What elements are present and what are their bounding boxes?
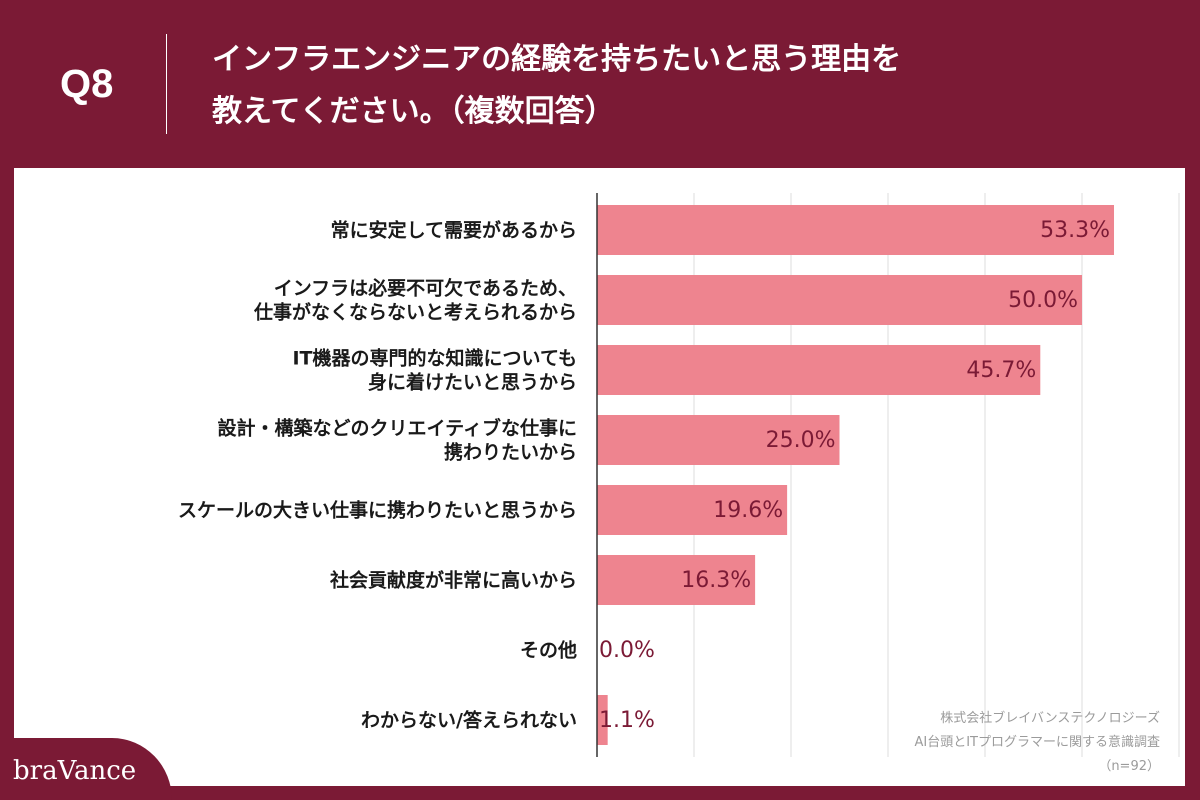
category-label: 身に着けたいと思うから — [368, 371, 577, 394]
data-label: 45.7% — [966, 358, 1036, 383]
chart-title: インフラエンジニアの経験を持ちたいと思う理由を 教えてください。（複数回答） — [212, 34, 1112, 138]
data-label: 50.0% — [1008, 288, 1078, 313]
data-label: 53.3% — [1040, 218, 1110, 243]
category-label: スケールの大きい仕事に携わりたいと思うから — [178, 499, 577, 522]
title-line-2: 教えてください。（複数回答） — [212, 94, 615, 129]
bar — [597, 345, 1041, 395]
logo-tab — [0, 738, 172, 800]
source-note: 株式会社ブレイバンステクノロジーズ AI台頭とITプログラマーに関する意識調査 … — [914, 707, 1160, 779]
category-label: その他 — [520, 639, 577, 662]
category-label: 常に安定して需要があるから — [331, 219, 577, 242]
title-line-1: インフラエンジニアの経験を持ちたいと思う理由を — [212, 42, 902, 77]
brand-logo: braVance — [13, 756, 137, 786]
category-label: 携わりたいから — [444, 441, 577, 464]
category-label: わからない/答えられない — [361, 709, 577, 732]
chart-card — [14, 168, 1185, 786]
bar — [597, 415, 840, 465]
bar — [597, 275, 1082, 325]
category-label: 社会貢献度が非常に高いから — [329, 569, 577, 592]
source-line-1: 株式会社ブレイバンステクノロジーズ — [940, 711, 1160, 726]
category-label: IT機器の専門的な知識についても — [292, 347, 577, 370]
data-label: 16.3% — [681, 568, 751, 593]
data-label: 19.6% — [713, 498, 783, 523]
question-number: Q8 — [60, 62, 114, 106]
bar — [597, 555, 756, 605]
source-line-2: AI台頭とITプログラマーに関する意識調査 — [914, 735, 1160, 750]
category-label: インフラは必要不可欠であるため、 — [274, 277, 577, 300]
data-label: 0.0% — [599, 638, 655, 663]
bar — [597, 205, 1115, 255]
header-divider — [166, 34, 167, 134]
source-line-3: （n=92） — [1098, 759, 1160, 774]
category-label: 設計・構築などのクリエイティブな仕事に — [218, 417, 577, 440]
bar — [597, 695, 608, 745]
data-label: 1.1% — [599, 708, 655, 733]
data-label: 25.0% — [766, 428, 836, 453]
header: Q8 インフラエンジニアの経験を持ちたいと思う理由を 教えてください。（複数回答… — [0, 0, 1200, 165]
category-label: 仕事がなくならないと考えられるから — [253, 301, 577, 324]
bar — [597, 485, 788, 535]
